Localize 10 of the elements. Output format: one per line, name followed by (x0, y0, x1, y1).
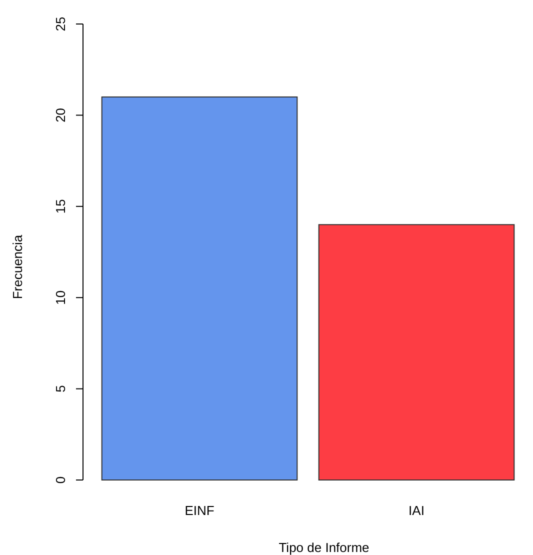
y-tick-label: 15 (53, 199, 68, 214)
x-axis-title: Tipo de Informe (278, 540, 370, 555)
y-tick-label: 25 (53, 16, 68, 32)
y-tick-label: 5 (53, 385, 68, 392)
y-axis-title: Frecuencia (10, 234, 25, 300)
x-tick-label: IAI (408, 503, 424, 518)
y-tick-label: 20 (53, 108, 68, 122)
y-tick-label: 10 (53, 290, 68, 305)
y-tick-label: 0 (53, 476, 68, 484)
x-tick-label: EINF (184, 503, 214, 518)
